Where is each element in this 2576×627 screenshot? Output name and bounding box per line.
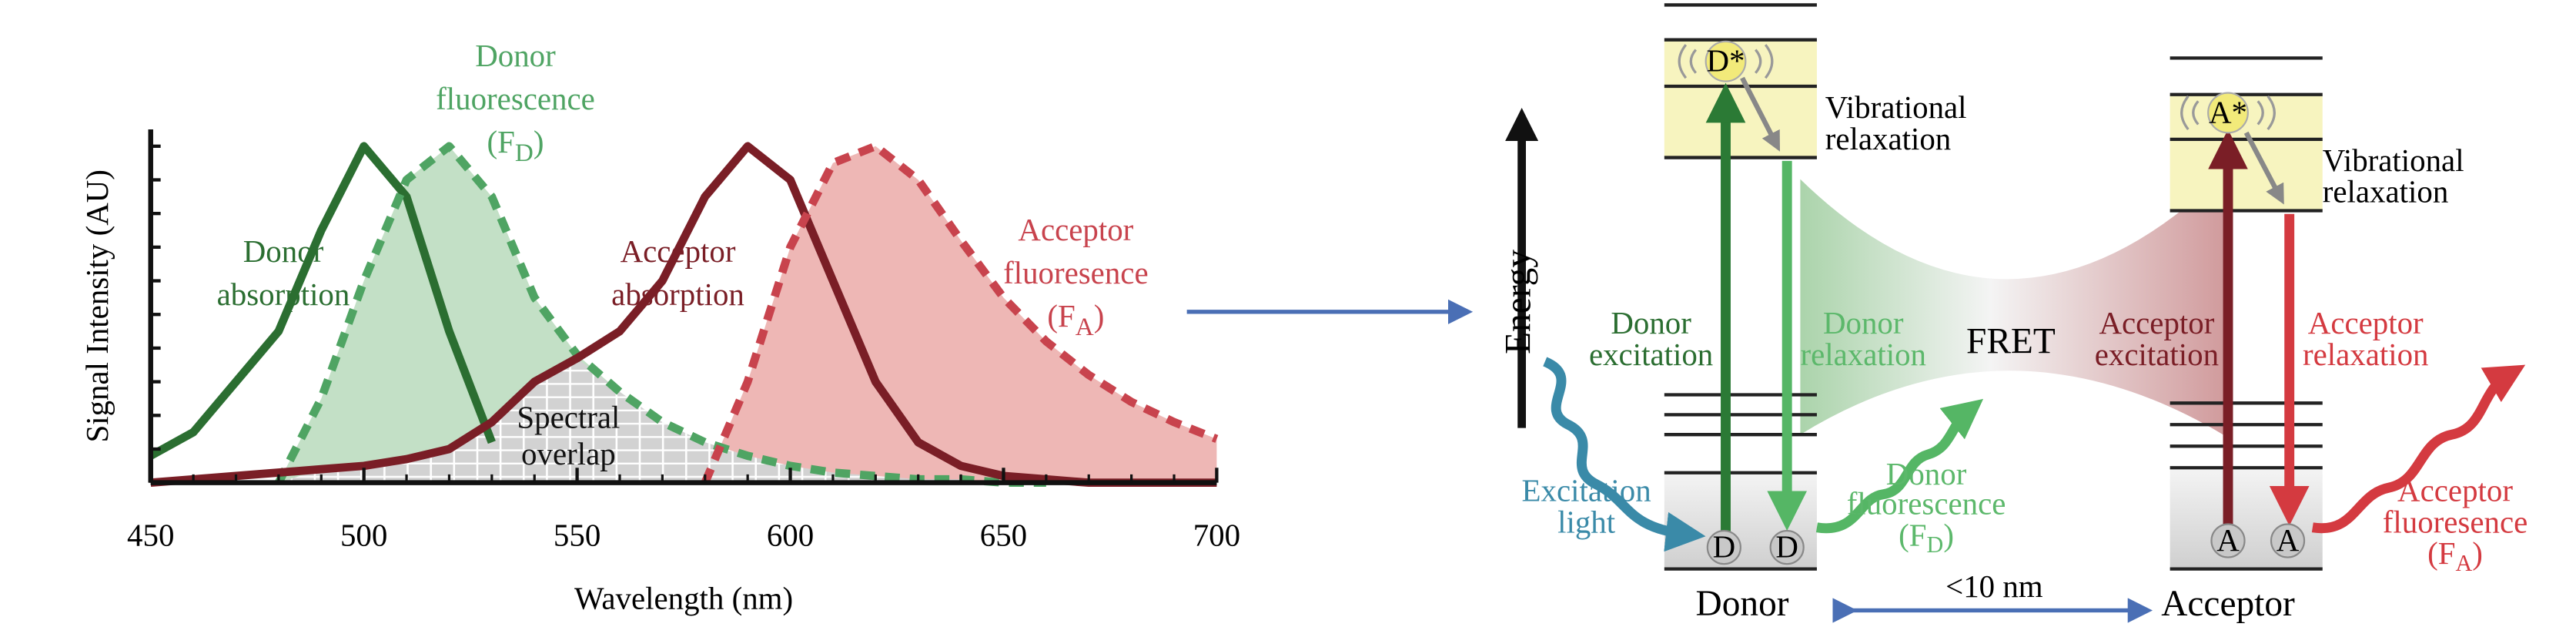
series-label: Donor absorption (217, 234, 350, 312)
vibrational-arrow (2243, 131, 2284, 205)
vibration-marks (2180, 95, 2276, 130)
acceptor-excited-molecule (2207, 92, 2249, 134)
donor-ground-molecule (1706, 530, 1741, 565)
distance-label: <10 nm (1945, 569, 2043, 604)
acceptor-relaxation-label: Acceptor relaxation (2303, 306, 2429, 372)
acceptor-ground-label: A (2277, 523, 2300, 558)
donor-ground-label: D (1713, 530, 1736, 565)
acceptor-ground-molecule (2210, 523, 2246, 558)
label-line: Acceptor (1018, 213, 1133, 247)
vibrational-label: Vibrational relaxation (2323, 143, 2464, 210)
label-line: Donor (475, 39, 556, 73)
series-line (150, 142, 1217, 488)
x-tick-label: 500 (340, 518, 387, 552)
excitation-light-label: Excitation light (1522, 473, 1651, 539)
series-label: Acceptor fluoresence (FA) (1003, 213, 1149, 341)
area (278, 146, 1046, 483)
x-tick-label: 650 (980, 518, 1027, 552)
donor-ground-label: D (1775, 530, 1798, 565)
label-line: (F (487, 125, 515, 159)
donor-fluorescence-label: Donor fluorescence (FD) (1847, 457, 2006, 558)
x-tick-label: 700 (1193, 518, 1240, 552)
label-line: Donor (243, 234, 324, 269)
spectra-chart: 450 500 550 600 650 700 Wavelength (nm) Signal … (80, 39, 1240, 615)
series-label: Acceptor absorption (611, 234, 744, 312)
donor-excited-molecule (1705, 40, 1747, 82)
x-axis-label: Wavelength (nm) (574, 581, 793, 615)
label-line: overlap (521, 437, 616, 471)
label-sub: A (1076, 313, 1094, 341)
acceptor-ground-molecule (2270, 523, 2306, 558)
x-tick-label: 550 (554, 518, 601, 552)
x-tick-label: 600 (767, 518, 814, 552)
series-line (701, 142, 1219, 484)
acceptor-fluorescence-wave (2311, 364, 2526, 534)
vibrational-arrow (1740, 76, 1781, 152)
label-line: ) (534, 125, 544, 159)
y-axis-label: Signal Intensity (AU) (80, 169, 115, 442)
energy-diagram: Energy (1498, 3, 2528, 624)
vibration-marks (1678, 44, 1774, 79)
label-line: fluoresence (1003, 256, 1149, 290)
series-label: Donor fluorescence (FD) (436, 39, 595, 167)
donor-fluorescence-wave (1815, 398, 1984, 534)
donor-excitation-label: Donor excitation (1589, 306, 1713, 372)
fret-band (1800, 174, 2223, 435)
label-sub: D (515, 139, 534, 167)
acceptor-name: Acceptor (2161, 584, 2295, 624)
donor-name: Donor (1696, 584, 1789, 624)
series-line (149, 142, 496, 460)
acceptor-excitation-label: Acceptor excitation (2095, 306, 2219, 372)
acceptor-fluorescence-label: Acceptor fluoresence (FA) (2383, 473, 2528, 575)
fret-label: FRET (1966, 322, 2056, 362)
excitation-light-wave (1542, 357, 1706, 552)
donor-relaxation-label: Donor relaxation (1800, 306, 1926, 372)
donor-ground-molecule (1769, 530, 1805, 565)
label-line: fluorescence (436, 82, 595, 116)
overlap-area (278, 358, 1046, 483)
acceptor-excited-label: A* (2209, 95, 2247, 129)
label-line: absorption (217, 277, 350, 312)
vibrational-label: Vibrational relaxation (1825, 90, 1967, 156)
overlap-label: Spectral overlap (517, 401, 620, 471)
acceptor-levels (2170, 56, 2323, 571)
acceptor-ground-label: A (2216, 523, 2240, 558)
acceptor-ground-band (2170, 468, 2323, 569)
area (704, 146, 1217, 483)
label-line: (F (1047, 299, 1075, 334)
label-line: Acceptor (621, 234, 736, 269)
label-line: Spectral (517, 401, 620, 435)
donor-excited-label: D* (1707, 44, 1745, 79)
energy-label: Energy (1498, 250, 1538, 354)
label-line: absorption (611, 277, 744, 312)
label-line: ) (1094, 299, 1105, 334)
x-tick-label: 450 (127, 518, 174, 552)
